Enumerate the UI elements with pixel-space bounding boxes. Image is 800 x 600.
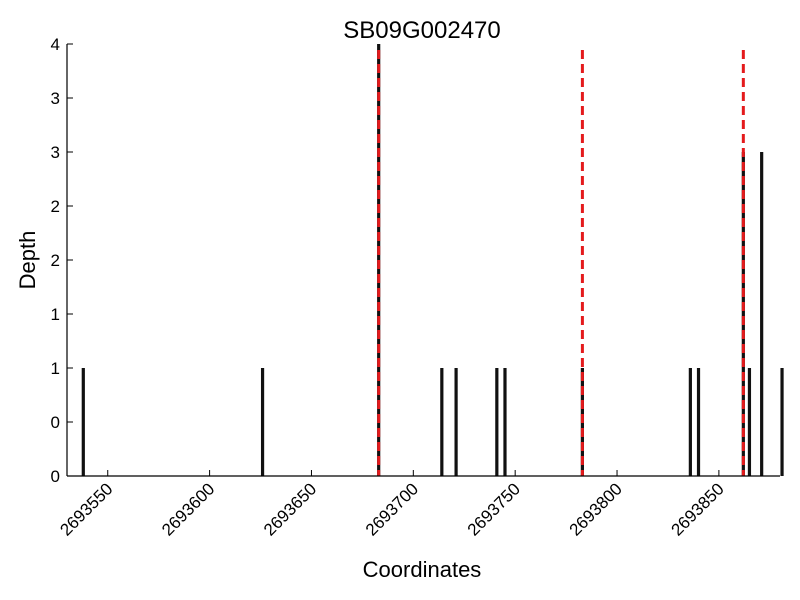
y-ticks: 0 0 1 1 2 2 3 3 4 [51,35,73,486]
x-tick-label-1: 2693600 [158,479,218,539]
x-tick-label-3: 2693700 [362,479,422,539]
y-tick-label-5: 2 [51,197,60,216]
y-tick-label-8: 4 [51,35,60,54]
x-tick-label-5: 2693800 [566,479,626,539]
x-tick-label-0: 2693550 [56,479,116,539]
x-tick-label-4: 2693750 [464,479,524,539]
y-tick-label-2: 1 [51,359,60,378]
depth-bar-5 [495,368,499,476]
x-ticks: 2693550 2693600 2693650 2693700 2693750 26938… [56,470,728,540]
depth-bar-0 [81,368,85,476]
depth-bar-11 [747,368,752,476]
y-tick-label-0: 0 [51,467,60,486]
y-axis-label: Depth [15,231,40,290]
y-tick-label-4: 2 [51,251,60,270]
depth-bar-9 [696,368,701,476]
depth-bar-6 [503,368,507,476]
depth-bar-10 [741,152,745,476]
y-tick-label-3: 1 [51,305,60,324]
depth-bar-3 [440,368,444,476]
depth-bar-8 [688,368,692,476]
bars-layer [81,44,784,476]
depth-bar-12 [760,152,764,476]
y-tick-label-7: 3 [51,89,60,108]
depth-bar-13 [780,368,784,476]
axes-layer [66,44,780,477]
depth-bar-1 [260,368,265,476]
vlines-layer [377,50,745,476]
depth-bar-4 [454,368,458,476]
y-tick-label-1: 0 [51,413,60,432]
y-tick-label-6: 3 [51,143,60,162]
x-tick-label-6: 2693850 [667,479,727,539]
x-tick-label-2: 2693650 [260,479,320,539]
x-axis-label: Coordinates [363,557,482,582]
chart-title: SB09G002470 [343,17,500,44]
